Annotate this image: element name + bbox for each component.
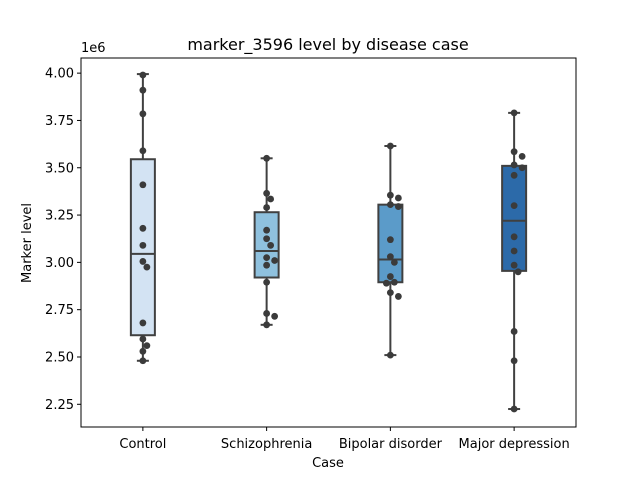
data-point bbox=[139, 71, 147, 79]
data-point bbox=[139, 86, 147, 94]
data-point bbox=[263, 321, 271, 329]
data-point bbox=[394, 194, 402, 202]
data-point bbox=[263, 261, 271, 269]
data-point bbox=[139, 147, 147, 155]
y-tick-label: 3.75 bbox=[45, 114, 74, 129]
data-point bbox=[139, 319, 147, 327]
data-point bbox=[386, 191, 394, 199]
data-point bbox=[518, 164, 526, 172]
data-point bbox=[510, 161, 518, 169]
data-point bbox=[263, 154, 271, 162]
data-point bbox=[139, 110, 147, 118]
data-point bbox=[386, 253, 394, 261]
data-point bbox=[510, 261, 518, 269]
data-point bbox=[386, 236, 394, 244]
x-tick-label: Schizophrenia bbox=[221, 437, 312, 452]
y-offset-label: 1e6 bbox=[81, 41, 106, 56]
y-tick-label: 2.50 bbox=[45, 350, 74, 365]
x-tick-label: Control bbox=[119, 437, 166, 452]
data-point bbox=[139, 335, 147, 343]
data-point bbox=[263, 235, 271, 243]
data-point bbox=[386, 201, 394, 209]
data-point bbox=[263, 310, 271, 317]
data-point bbox=[263, 226, 271, 234]
y-axis-label: Marker level bbox=[20, 203, 35, 283]
data-point bbox=[139, 181, 147, 189]
data-point bbox=[139, 258, 147, 265]
data-point bbox=[386, 289, 394, 297]
data-point bbox=[386, 142, 394, 150]
data-point bbox=[139, 347, 147, 355]
data-point bbox=[510, 109, 518, 117]
box-iqr bbox=[377, 203, 404, 284]
data-point bbox=[386, 273, 394, 280]
data-point bbox=[510, 247, 518, 255]
y-tick-label: 2.75 bbox=[45, 303, 74, 318]
data-point bbox=[510, 405, 518, 413]
data-point bbox=[390, 258, 398, 266]
data-point bbox=[263, 278, 271, 286]
y-tick-label: 4.00 bbox=[45, 67, 74, 82]
data-point bbox=[271, 257, 279, 264]
data-point bbox=[139, 357, 147, 365]
data-point bbox=[267, 195, 275, 203]
data-point bbox=[510, 202, 518, 210]
data-point bbox=[267, 241, 275, 249]
y-tick-label: 2.25 bbox=[45, 398, 74, 413]
data-point bbox=[394, 293, 402, 300]
y-tick-label: 3.50 bbox=[45, 161, 74, 176]
chart-title: marker_3596 level by disease case bbox=[187, 35, 468, 55]
data-point bbox=[514, 268, 522, 276]
data-point bbox=[510, 328, 518, 335]
data-point bbox=[382, 279, 390, 287]
data-point bbox=[263, 204, 271, 211]
data-point bbox=[390, 278, 398, 286]
y-tick-label: 3.25 bbox=[45, 209, 74, 224]
data-point bbox=[510, 357, 518, 365]
data-point bbox=[271, 312, 279, 320]
data-point bbox=[263, 254, 271, 262]
data-point bbox=[263, 189, 271, 197]
x-axis-label: Case bbox=[312, 456, 344, 471]
data-point bbox=[518, 153, 526, 160]
data-point bbox=[143, 263, 151, 271]
plot-area: 2.25 2.50 2.75 3.00 3.25 3.50 3.75 4.00 Control S… bbox=[45, 67, 570, 452]
y-tick-label: 3.00 bbox=[45, 256, 74, 271]
data-point bbox=[510, 148, 518, 156]
x-tick-label: Major depression bbox=[459, 437, 570, 452]
data-point bbox=[139, 241, 147, 249]
data-point bbox=[139, 224, 147, 232]
data-point bbox=[394, 203, 402, 210]
data-point bbox=[143, 342, 151, 350]
box-iqr bbox=[501, 164, 528, 272]
x-tick-label: Bipolar disorder bbox=[339, 437, 443, 452]
plot-frame bbox=[80, 57, 577, 428]
data-point bbox=[386, 351, 394, 359]
data-point bbox=[510, 233, 518, 241]
data-point bbox=[510, 171, 518, 179]
